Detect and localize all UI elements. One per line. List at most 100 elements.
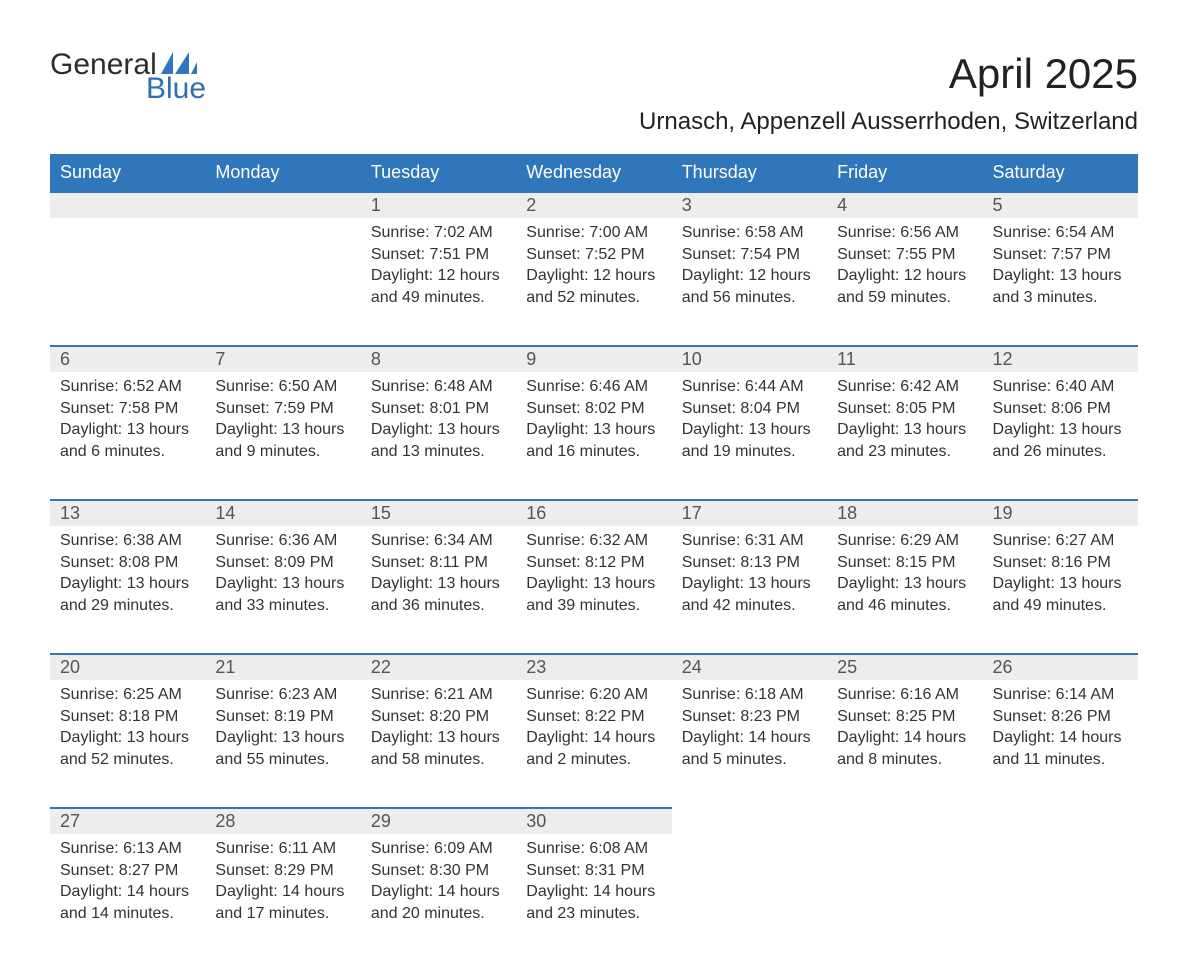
day-cell: Sunrise: 6:52 AMSunset: 7:58 PMDaylight:… xyxy=(50,372,205,500)
day-number-cell: 8 xyxy=(361,346,516,372)
daylight-text: Daylight: 14 hours and 2 minutes. xyxy=(526,727,661,770)
sunrise-text: Sunrise: 6:32 AM xyxy=(526,530,661,552)
day-cell: Sunrise: 6:46 AMSunset: 8:02 PMDaylight:… xyxy=(516,372,671,500)
day-cell xyxy=(983,834,1138,962)
daylight-text: Daylight: 13 hours and 3 minutes. xyxy=(993,265,1128,308)
sunset-text: Sunset: 8:22 PM xyxy=(526,706,661,728)
weekday-header: Tuesday xyxy=(361,154,516,192)
sunset-text: Sunset: 8:16 PM xyxy=(993,552,1128,574)
week-row: Sunrise: 6:52 AMSunset: 7:58 PMDaylight:… xyxy=(50,372,1138,500)
day-cell xyxy=(827,834,982,962)
sunrise-text: Sunrise: 6:38 AM xyxy=(60,530,195,552)
day-cell: Sunrise: 6:32 AMSunset: 8:12 PMDaylight:… xyxy=(516,526,671,654)
day-cell: Sunrise: 6:38 AMSunset: 8:08 PMDaylight:… xyxy=(50,526,205,654)
day-cell: Sunrise: 6:48 AMSunset: 8:01 PMDaylight:… xyxy=(361,372,516,500)
sunrise-text: Sunrise: 6:50 AM xyxy=(215,376,350,398)
page-header: General Blue April 2025 Urnasch, Appenze… xyxy=(50,50,1138,148)
day-number-cell: 14 xyxy=(205,500,360,526)
daylight-text: Daylight: 13 hours and 49 minutes. xyxy=(993,573,1128,616)
daylight-text: Daylight: 13 hours and 19 minutes. xyxy=(682,419,817,462)
sunset-text: Sunset: 8:31 PM xyxy=(526,860,661,882)
day-number-cell: 23 xyxy=(516,654,671,680)
sunrise-text: Sunrise: 6:52 AM xyxy=(60,376,195,398)
day-cell xyxy=(205,218,360,346)
sunrise-text: Sunrise: 6:09 AM xyxy=(371,838,506,860)
location-subtitle: Urnasch, Appenzell Ausserrhoden, Switzer… xyxy=(639,108,1138,136)
sunset-text: Sunset: 8:26 PM xyxy=(993,706,1128,728)
day-number-cell: 17 xyxy=(672,500,827,526)
sunset-text: Sunset: 7:59 PM xyxy=(215,398,350,420)
sunset-text: Sunset: 8:02 PM xyxy=(526,398,661,420)
sunset-text: Sunset: 8:06 PM xyxy=(993,398,1128,420)
month-title: April 2025 xyxy=(639,50,1138,98)
daylight-text: Daylight: 13 hours and 52 minutes. xyxy=(60,727,195,770)
weekday-header-row: Sunday Monday Tuesday Wednesday Thursday… xyxy=(50,154,1138,192)
daylight-text: Daylight: 13 hours and 39 minutes. xyxy=(526,573,661,616)
day-number-cell: 21 xyxy=(205,654,360,680)
day-number: 8 xyxy=(371,349,381,369)
day-cell xyxy=(672,834,827,962)
week-row: Sunrise: 6:38 AMSunset: 8:08 PMDaylight:… xyxy=(50,526,1138,654)
day-cell xyxy=(50,218,205,346)
sunrise-text: Sunrise: 6:21 AM xyxy=(371,684,506,706)
daylight-text: Daylight: 13 hours and 46 minutes. xyxy=(837,573,972,616)
day-cell: Sunrise: 7:00 AMSunset: 7:52 PMDaylight:… xyxy=(516,218,671,346)
day-number: 18 xyxy=(837,503,857,523)
day-number: 14 xyxy=(215,503,235,523)
day-number-cell: 15 xyxy=(361,500,516,526)
day-number: 23 xyxy=(526,657,546,677)
daylight-text: Daylight: 13 hours and 9 minutes. xyxy=(215,419,350,462)
sunset-text: Sunset: 7:54 PM xyxy=(682,244,817,266)
sunrise-text: Sunrise: 6:13 AM xyxy=(60,838,195,860)
sunrise-text: Sunrise: 6:16 AM xyxy=(837,684,972,706)
sunrise-text: Sunrise: 6:44 AM xyxy=(682,376,817,398)
sunset-text: Sunset: 8:25 PM xyxy=(837,706,972,728)
daylight-text: Daylight: 13 hours and 16 minutes. xyxy=(526,419,661,462)
sunrise-text: Sunrise: 6:40 AM xyxy=(993,376,1128,398)
daylight-text: Daylight: 14 hours and 5 minutes. xyxy=(682,727,817,770)
sunrise-text: Sunrise: 6:08 AM xyxy=(526,838,661,860)
sunrise-text: Sunrise: 6:42 AM xyxy=(837,376,972,398)
sunrise-text: Sunrise: 6:48 AM xyxy=(371,376,506,398)
sunrise-text: Sunrise: 6:18 AM xyxy=(682,684,817,706)
day-cell: Sunrise: 6:29 AMSunset: 8:15 PMDaylight:… xyxy=(827,526,982,654)
sunrise-text: Sunrise: 6:36 AM xyxy=(215,530,350,552)
day-number-cell: 27 xyxy=(50,808,205,834)
day-number: 30 xyxy=(526,811,546,831)
day-number: 13 xyxy=(60,503,80,523)
day-number: 2 xyxy=(526,195,536,215)
day-cell: Sunrise: 6:42 AMSunset: 8:05 PMDaylight:… xyxy=(827,372,982,500)
sunset-text: Sunset: 8:04 PM xyxy=(682,398,817,420)
calendar-body: 12345Sunrise: 7:02 AMSunset: 7:51 PMDayl… xyxy=(50,192,1138,962)
title-block: April 2025 Urnasch, Appenzell Ausserrhod… xyxy=(639,50,1138,148)
sunrise-text: Sunrise: 6:14 AM xyxy=(993,684,1128,706)
day-number-cell xyxy=(983,808,1138,834)
sunset-text: Sunset: 8:05 PM xyxy=(837,398,972,420)
day-number-cell: 12 xyxy=(983,346,1138,372)
sunrise-text: Sunrise: 6:29 AM xyxy=(837,530,972,552)
weekday-header: Sunday xyxy=(50,154,205,192)
daylight-text: Daylight: 13 hours and 55 minutes. xyxy=(215,727,350,770)
sunrise-text: Sunrise: 6:58 AM xyxy=(682,222,817,244)
day-number-cell: 22 xyxy=(361,654,516,680)
logo-text-general: General xyxy=(50,50,157,80)
day-number-cell: 29 xyxy=(361,808,516,834)
sunrise-text: Sunrise: 6:23 AM xyxy=(215,684,350,706)
day-number-cell xyxy=(50,192,205,218)
day-number: 21 xyxy=(215,657,235,677)
day-cell: Sunrise: 6:08 AMSunset: 8:31 PMDaylight:… xyxy=(516,834,671,962)
day-cell: Sunrise: 6:18 AMSunset: 8:23 PMDaylight:… xyxy=(672,680,827,808)
daylight-text: Daylight: 13 hours and 26 minutes. xyxy=(993,419,1128,462)
day-number-cell: 9 xyxy=(516,346,671,372)
day-number: 16 xyxy=(526,503,546,523)
day-number: 12 xyxy=(993,349,1013,369)
daynum-row: 20212223242526 xyxy=(50,654,1138,680)
day-number-cell: 26 xyxy=(983,654,1138,680)
sunrise-text: Sunrise: 6:54 AM xyxy=(993,222,1128,244)
weekday-header: Wednesday xyxy=(516,154,671,192)
sunset-text: Sunset: 8:12 PM xyxy=(526,552,661,574)
sunset-text: Sunset: 8:23 PM xyxy=(682,706,817,728)
day-number: 7 xyxy=(215,349,225,369)
day-cell: Sunrise: 6:58 AMSunset: 7:54 PMDaylight:… xyxy=(672,218,827,346)
day-number: 27 xyxy=(60,811,80,831)
